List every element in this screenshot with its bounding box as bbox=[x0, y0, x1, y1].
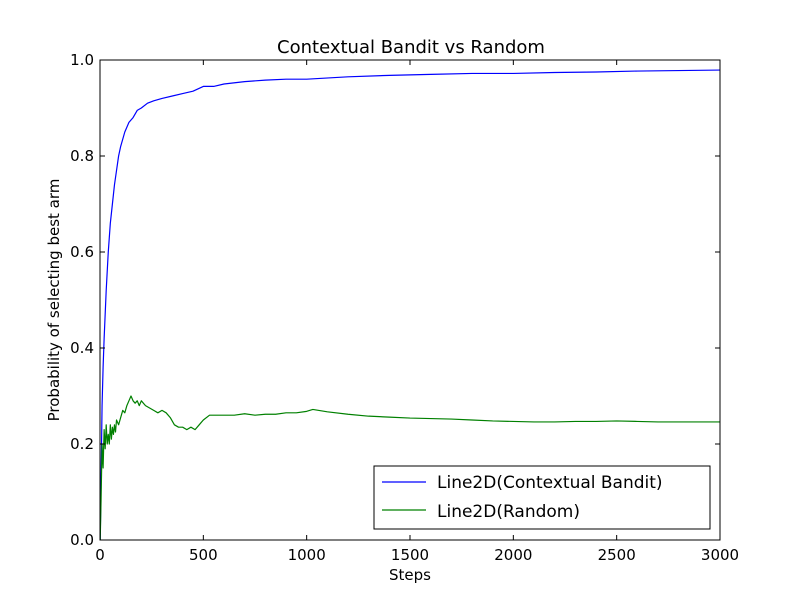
x-tick-label: 2000 bbox=[494, 546, 532, 564]
legend-label-contextual-bandit: Line2D(Contextual Bandit) bbox=[437, 473, 663, 493]
y-tick-label: 0.0 bbox=[70, 531, 94, 549]
y-tick-label: 0.8 bbox=[70, 147, 94, 165]
plot-frame bbox=[99, 59, 721, 541]
y-axis-label: Probability of selecting best arm bbox=[45, 179, 63, 422]
x-tick-label: 1000 bbox=[288, 546, 326, 564]
legend-box bbox=[373, 465, 711, 530]
y-tick-label: 0.4 bbox=[70, 339, 94, 357]
legend-label-random: Line2D(Random) bbox=[437, 502, 580, 522]
x-tick-label: 1500 bbox=[391, 546, 429, 564]
y-tick-label: 1.0 bbox=[70, 51, 94, 69]
y-tick-label: 0.2 bbox=[70, 435, 94, 453]
x-tick-label: 500 bbox=[189, 546, 218, 564]
x-tick-label: 2500 bbox=[598, 546, 636, 564]
y-tick-label: 0.6 bbox=[70, 243, 94, 261]
x-tick-label: 3000 bbox=[701, 546, 739, 564]
legend: Line2D(Contextual Bandit) Line2D(Random) bbox=[373, 465, 711, 530]
chart-title: Contextual Bandit vs Random bbox=[277, 37, 545, 58]
x-tick-label: 0 bbox=[95, 546, 105, 564]
series-layer bbox=[99, 69, 721, 541]
x-axis-label: Steps bbox=[389, 566, 431, 584]
series-line-contextual-bandit bbox=[99, 69, 721, 541]
ticks-layer: 0 500 1000 1500 2000 2500 3000 0.0 0.2 0.4 0.6 0.8 1… bbox=[70, 51, 739, 564]
series-line-random bbox=[99, 395, 720, 541]
